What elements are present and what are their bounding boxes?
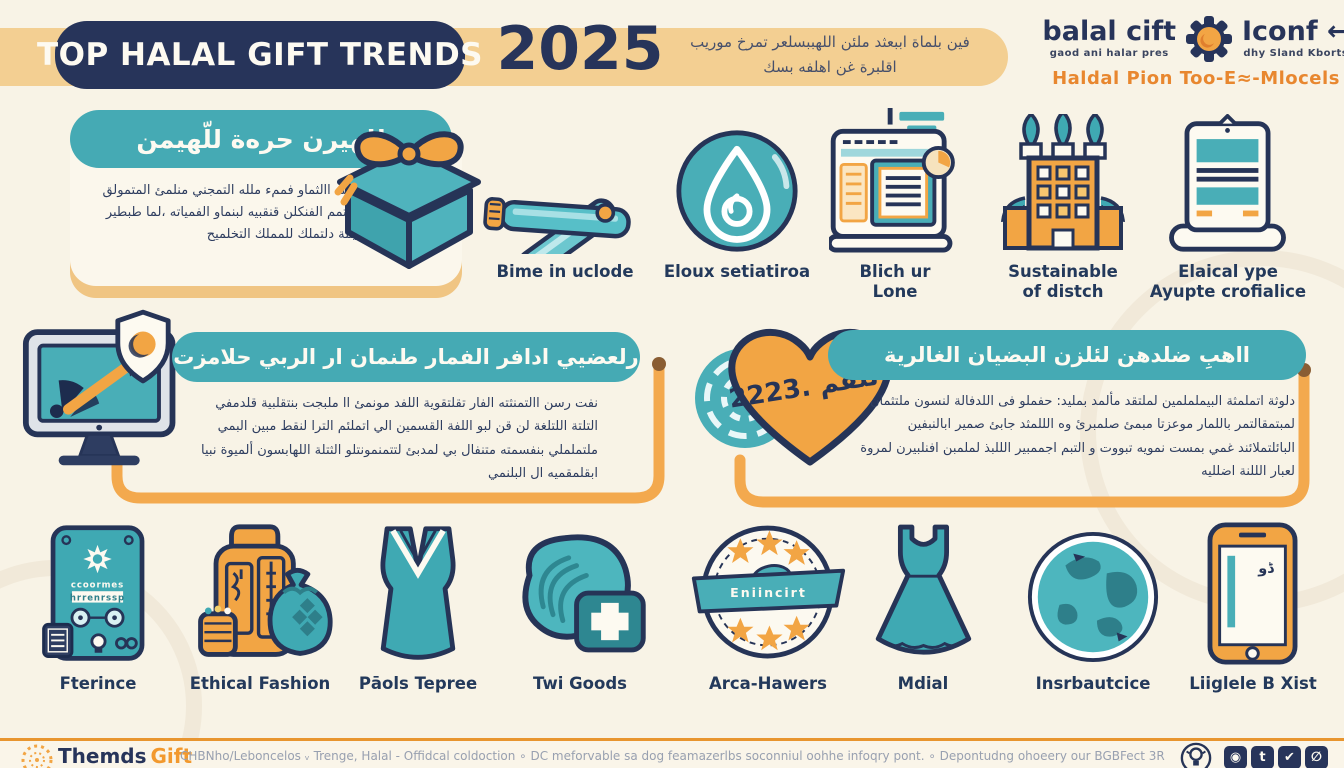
trend-label: Elaical ype Ayupte crofialice — [1149, 262, 1307, 301]
footer-bar — [0, 741, 1344, 768]
trend-item: Twi Goods — [492, 524, 668, 694]
logo-sub-right: dhy Sland Kborts — [1243, 48, 1344, 59]
trend-item: Eloux setiatiroa — [652, 116, 822, 282]
tagline-line1: فين بلماة اببعثد ملئن اللهببسلعر تمرخ مو… — [690, 33, 970, 51]
trend-label: Pāols Tepree — [358, 674, 478, 693]
loyalty-card-icon: ccoormes hrrenrssp — [10, 524, 186, 666]
intro-heading: للهيرن حرەة للّهيمن — [136, 124, 386, 154]
row2-left-body: نفت رسن االتمنثته الفار تقلتقوية اللفد م… — [201, 396, 598, 482]
trend-item: Eniincirt Arca-Hawers — [680, 524, 856, 694]
trend-label: Ethical Fashion — [189, 674, 331, 693]
trend-item: Blich ur Lone — [810, 108, 980, 302]
check-social-icon: ✔ — [1278, 746, 1301, 768]
footer-brand-suffix: Gift — [150, 744, 193, 768]
bulb-badge-icon — [1180, 742, 1212, 768]
trend-item: ڈو Liiglele B Xist — [1165, 522, 1341, 694]
trend-label: Eloux setiatiroa — [663, 262, 811, 281]
dress-icon — [835, 524, 1011, 666]
globe-icon — [1005, 524, 1181, 666]
browser-icon — [810, 108, 980, 254]
footer-divider — [0, 738, 1344, 741]
trend-label: Mdial — [897, 674, 949, 693]
row2-right-heading: ااهبِ ضلدهن لئلزن البضيان الغالرية — [883, 343, 1251, 367]
trend-item: Pāols Tepree — [330, 524, 506, 694]
logo-tagline: Haldal Pion Too-E≈-Mlocels — [1052, 68, 1340, 89]
trend-label: Twi Goods — [533, 674, 627, 693]
trend-heading-pill-right: ااهبِ ضلدهن لئلزن البضيان الغالرية — [828, 330, 1306, 380]
camera-social-icon: ◉ — [1224, 746, 1247, 768]
card-text-line2: hrrenrssp — [70, 594, 125, 604]
trend-label: Arca-Hawers — [708, 674, 827, 693]
footer-note: CHBNho/Leboncelos ᵥ Trenge, Halal - Offi… — [180, 749, 1165, 763]
tagline-line2: اقلبرة غن اهلفه بسك — [763, 57, 897, 76]
footer-ornament-icon — [20, 743, 54, 768]
phone-social-icon: t — [1251, 746, 1274, 768]
connector-line-left — [111, 357, 666, 504]
building-icon — [978, 114, 1148, 254]
title-pill: TOP HALAL GIFT TRENDS — [37, 21, 483, 89]
row2-right-body: دلوثة اتملمثة البيململمين لملتقد مألمد ب… — [860, 394, 1295, 480]
logo-name-right: Iconf ← — [1242, 16, 1344, 47]
trend-label: Blich ur Lone — [859, 262, 931, 301]
shield-badge-icon — [112, 308, 174, 386]
trend-label: Liiglele B Xist — [1189, 674, 1317, 693]
footer-brand-name: Themds — [58, 744, 147, 768]
trend-heading-pill-left: رلعضيي ادافر الفمار طنمان ار الربي حلامز… — [172, 332, 640, 382]
trend-item: ccoormes hrrenrssp Fterince — [10, 524, 186, 694]
trend-label: Fterince — [59, 674, 137, 693]
ring-social-icon: ∅ — [1305, 746, 1328, 768]
star-badge-icon: Eniincirt — [680, 524, 856, 666]
trend-label: Insrbautcice — [1035, 674, 1151, 693]
trend-item: Mdial — [835, 524, 1011, 694]
water-drop-icon — [652, 116, 822, 254]
razor-icon — [480, 116, 650, 254]
wellness-cross-icon — [492, 524, 668, 666]
main-title: TOP HALAL GIFT TRENDS — [36, 37, 484, 73]
trend-item: Elaical ype Ayupte crofialice — [1143, 114, 1313, 302]
vneck-dress-icon — [330, 524, 506, 666]
brand-logo: balal cift gaod ani halar pres — [1042, 16, 1344, 89]
badge-banner-text: Eniincirt — [730, 585, 807, 600]
logo-name-left: balal cift — [1042, 16, 1176, 47]
phone-screen-glyph: ڈو — [1257, 561, 1274, 577]
trend-item: Bime in uclode — [480, 116, 650, 282]
header-tagline: فين بلماة اببعثد ملئن اللهببسلعر تمرخ مو… — [662, 30, 998, 80]
logo-sub-left: gaod ani halar pres — [1049, 48, 1169, 59]
smartphone-icon: ڈو — [1165, 522, 1341, 666]
trend-item: Ethical Fashion — [172, 524, 348, 694]
card-text-line1: ccoormes — [71, 580, 124, 590]
trend-label: Bime in uclode — [496, 262, 634, 281]
gear-icon — [1184, 14, 1234, 64]
footer-brand: Themds Gift — [58, 744, 192, 768]
fashion-bag-icon — [172, 524, 348, 666]
trend-label: Sustainable of distch — [1008, 262, 1118, 301]
trend-item: Insrbautcice — [1005, 524, 1181, 694]
tablet-icon — [1143, 114, 1313, 254]
trend-item: Sustainable of distch — [978, 114, 1148, 302]
gift-box-icon — [330, 120, 488, 272]
year-text: 2025 — [496, 14, 664, 84]
row2-left-heading: رلعضيي ادافر الفمار طنمان ار الربي حلامز… — [173, 345, 639, 369]
